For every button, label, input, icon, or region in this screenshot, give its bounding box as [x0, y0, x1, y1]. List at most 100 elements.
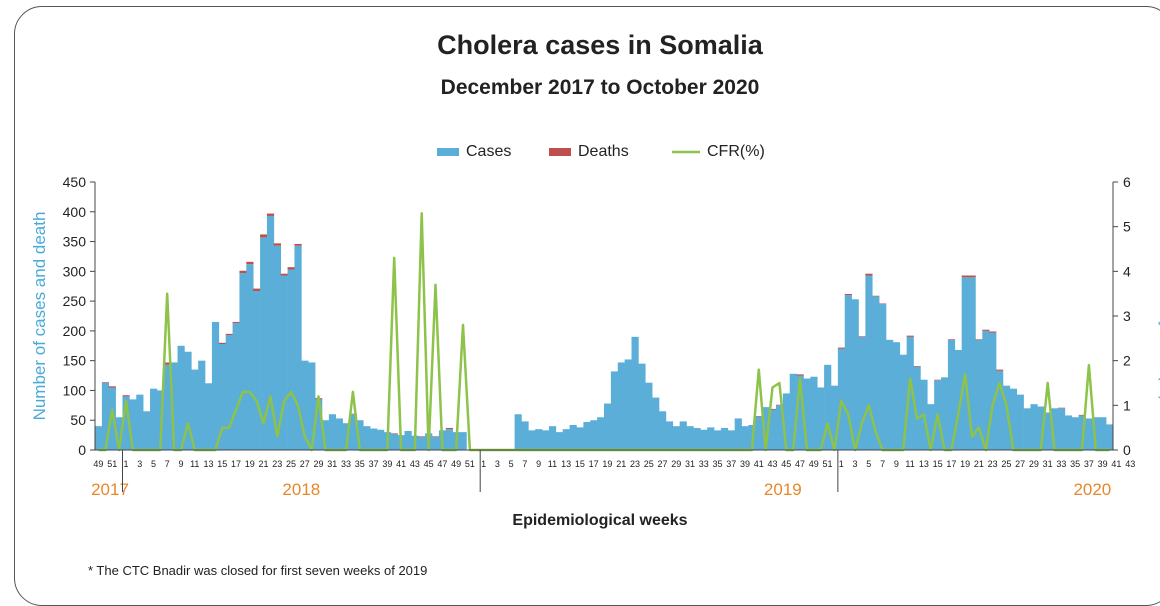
cases-bar — [693, 427, 701, 450]
x-tick-label: 7 — [165, 459, 170, 469]
x-tick-label: 51 — [465, 459, 475, 469]
cases-bar — [432, 436, 440, 450]
x-tick-label: 27 — [657, 459, 667, 469]
x-tick-label: 47 — [795, 459, 805, 469]
cases-bar — [1085, 418, 1093, 450]
deaths-bar — [947, 339, 956, 340]
cases-bar — [741, 426, 749, 450]
cases-bar — [720, 427, 729, 450]
x-tick-label: 27 — [1015, 459, 1025, 469]
cases-bar — [404, 430, 412, 450]
x-tick-label: 13 — [203, 459, 213, 469]
x-tick-label: 23 — [988, 459, 998, 469]
cases-bar — [562, 429, 570, 450]
cases-bar — [260, 237, 268, 450]
cases-bar — [370, 428, 378, 450]
x-tick-label: 9 — [894, 459, 899, 469]
x-tick-label: 45 — [781, 459, 791, 469]
cases-bar — [287, 269, 295, 450]
x-tick-label: 35 — [712, 459, 722, 469]
cases-bar — [129, 399, 137, 450]
deaths-bar — [280, 273, 288, 276]
deaths-bar — [879, 303, 887, 305]
cases-bar — [535, 429, 543, 450]
cases-bar — [184, 351, 192, 450]
cases-bar — [803, 378, 811, 450]
cases-bar — [810, 376, 818, 450]
cases-bar — [989, 332, 997, 450]
cases-bar — [163, 364, 171, 450]
x-tick-label: 27 — [300, 459, 310, 469]
x-tick-label: 5 — [866, 459, 871, 469]
x-tick-label: 41 — [754, 459, 764, 469]
cases-bar — [1092, 417, 1100, 450]
x-tick-label: 17 — [589, 459, 599, 469]
x-tick-label: 5 — [151, 459, 156, 469]
deaths-bar — [273, 243, 282, 246]
x-tick-label: 11 — [905, 459, 914, 469]
deaths-bar — [796, 374, 804, 376]
cases-bar — [734, 418, 742, 450]
x-tick-label: 3 — [495, 459, 500, 469]
cases-bar — [95, 426, 103, 450]
deaths-bar — [287, 267, 295, 270]
x-tick-label: 33 — [1056, 459, 1066, 469]
x-tick-label: 43 — [1125, 459, 1135, 469]
cases-bar — [170, 362, 178, 450]
cases-bar — [1016, 394, 1024, 450]
y-tick-label: 50 — [70, 412, 86, 428]
cases-bar — [253, 290, 261, 450]
x-tick-label: 1 — [839, 459, 844, 469]
cases-bar — [906, 336, 914, 450]
cases-bar — [789, 373, 797, 450]
x-tick-label: 49 — [93, 459, 103, 469]
cases-bar — [645, 382, 653, 450]
year-label: 2019 — [764, 480, 802, 499]
x-tick-label: 35 — [1070, 459, 1080, 469]
cases-bar — [844, 295, 852, 450]
deaths-bar — [349, 413, 357, 415]
deaths-bar — [390, 433, 398, 434]
cases-bar — [617, 362, 625, 450]
deaths-bar — [989, 331, 997, 333]
x-tick-label: 3 — [853, 459, 858, 469]
x-tick-label: 15 — [217, 459, 227, 469]
deaths-bar — [294, 243, 302, 246]
deaths-bar — [418, 436, 426, 437]
cases-bar — [858, 336, 866, 450]
cases-bar — [321, 420, 330, 450]
deaths-bar — [266, 213, 275, 216]
deaths-bar — [982, 329, 990, 331]
cases-bar — [610, 371, 619, 450]
cases-bar — [115, 417, 123, 450]
cases-bar — [335, 418, 343, 450]
y2-tick-label: 4 — [1123, 263, 1131, 279]
cases-bar — [817, 387, 825, 450]
cases-bar — [837, 348, 846, 450]
deaths-bar — [961, 275, 969, 278]
x-tick-label: 21 — [616, 459, 626, 469]
x-tick-label: 41 — [1111, 459, 1121, 469]
deaths-bar — [225, 333, 233, 336]
x-tick-label: 13 — [919, 459, 929, 469]
deaths-bar — [445, 427, 453, 430]
cases-bar — [239, 273, 247, 450]
y-tick-label: 400 — [63, 204, 87, 220]
x-tick-label: 23 — [272, 459, 282, 469]
cases-bar — [315, 399, 323, 450]
legend-deaths-label: Deaths — [578, 143, 629, 160]
x-tick-label: 51 — [823, 459, 833, 469]
cases-bar — [356, 420, 364, 450]
cases-bar — [727, 430, 735, 450]
cases-bar — [700, 429, 708, 450]
x-tick-label: 11 — [190, 459, 199, 469]
x-tick-label: 35 — [355, 459, 365, 469]
y-axis-title: Number of cases and death — [30, 212, 49, 421]
cases-bar — [659, 411, 667, 450]
x-tick-label: 7 — [522, 459, 527, 469]
cases-bar — [211, 321, 220, 450]
cases-bar — [686, 426, 694, 450]
deaths-bar — [253, 288, 261, 291]
x-tick-label: 25 — [644, 459, 654, 469]
